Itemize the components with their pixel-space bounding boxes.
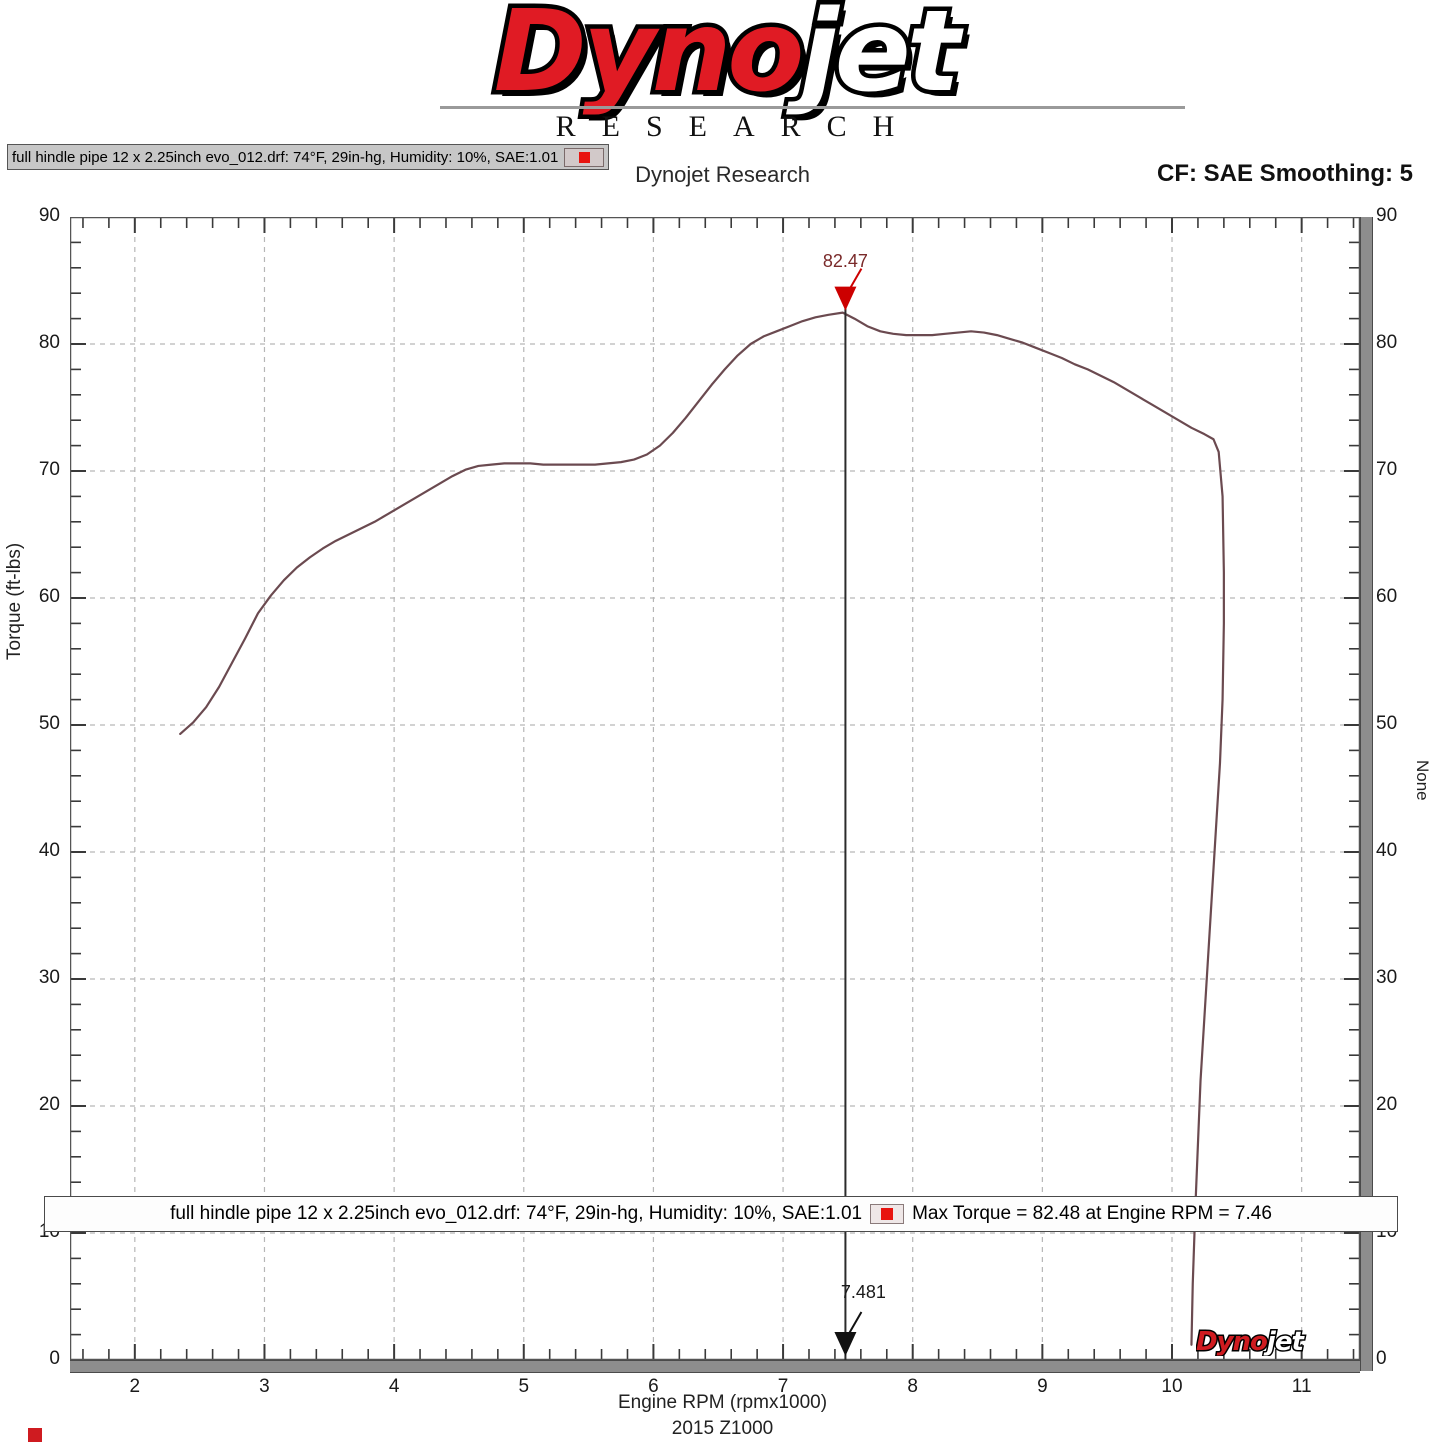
logo-divider bbox=[440, 106, 1185, 109]
y-tick-label-left: 80 bbox=[38, 332, 60, 353]
x-tick-label: 4 bbox=[388, 1376, 400, 1397]
y-tick-label-right: 50 bbox=[1376, 713, 1398, 734]
axis-ticks bbox=[70, 217, 1360, 1360]
y-tick-label-left: 20 bbox=[38, 1094, 60, 1115]
cursor-arrow-tail bbox=[845, 1311, 863, 1339]
cursor-marker-arrow bbox=[834, 1332, 857, 1356]
y-tick-label-right: 60 bbox=[1376, 586, 1398, 607]
logo-jet-text: jet bbox=[796, 0, 965, 117]
watermark-jet-text: jet bbox=[1265, 1328, 1305, 1356]
plot-border bbox=[70, 217, 1360, 1360]
legend-run-label: full hindle pipe 12 x 2.25inch evo_012.d… bbox=[170, 1203, 863, 1224]
x-tick-label: 7 bbox=[777, 1376, 789, 1397]
x-axis-title: Engine RPM (rpmx1000) bbox=[617, 1392, 828, 1413]
y-tick-label-right: 80 bbox=[1376, 332, 1398, 353]
logo-dyno-text: Dyno bbox=[489, 0, 809, 117]
logo-wordmark: Dynojet bbox=[265, 0, 1185, 113]
y-tick-label-left: 90 bbox=[38, 205, 60, 226]
y-tick-label-right: 20 bbox=[1376, 1094, 1398, 1115]
torque-curve bbox=[179, 311, 1225, 1346]
y-tick-label-right: 70 bbox=[1376, 459, 1398, 480]
chart-title: Dynojet Research bbox=[635, 162, 810, 187]
x-tick-label: 6 bbox=[648, 1376, 659, 1397]
x-tick-label: 8 bbox=[907, 1376, 918, 1397]
y-tick-label-right: 90 bbox=[1376, 205, 1398, 226]
x-tick-label: 11 bbox=[1291, 1376, 1312, 1397]
y-tick-label-left: 30 bbox=[38, 967, 60, 988]
grid-major bbox=[70, 217, 1360, 1360]
x-tick-label: 3 bbox=[259, 1376, 270, 1397]
chart-subtitle: 2015 Z1000 bbox=[671, 1418, 774, 1439]
y-tick-label-left: 50 bbox=[38, 713, 60, 734]
x-tick-label: 5 bbox=[518, 1376, 530, 1397]
y-tick-label-right: 0 bbox=[1376, 1348, 1387, 1369]
legend-color-swatch[interactable] bbox=[870, 1204, 905, 1224]
y-tick-label-left: 0 bbox=[49, 1348, 60, 1369]
y-tick-label-left: 60 bbox=[38, 586, 60, 607]
legend-max-torque-label: Max Torque = 82.48 at Engine RPM = 7.46 bbox=[912, 1203, 1272, 1224]
y-tick-label-left: 70 bbox=[38, 459, 60, 480]
corner-color-mark bbox=[28, 1428, 42, 1442]
x-axis-bar bbox=[70, 1360, 1360, 1373]
x-tick-label: 2 bbox=[129, 1376, 141, 1397]
x-tick-label: 10 bbox=[1161, 1376, 1183, 1397]
legend-color-chip bbox=[881, 1208, 894, 1220]
peak-marker-arrow bbox=[834, 286, 857, 311]
y-tick-label-right: 30 bbox=[1376, 967, 1398, 988]
y-axis-bar-right bbox=[1360, 217, 1373, 1371]
run-color-chip bbox=[579, 152, 591, 163]
cf-smoothing-label: CF: SAE Smoothing: 5 bbox=[1157, 160, 1413, 187]
file-info-text: full hindle pipe 12 x 2.25inch evo_012.d… bbox=[12, 148, 559, 166]
legend-box: full hindle pipe 12 x 2.25inch evo_012.d… bbox=[44, 1196, 1398, 1232]
y-tick-label-left: 40 bbox=[38, 840, 60, 861]
peak-arrow-tail bbox=[845, 268, 863, 296]
logo-research-text: RESEARCH bbox=[555, 110, 921, 143]
run-color-swatch[interactable] bbox=[564, 147, 605, 167]
dynojet-logo: Dynojet RESEARCH bbox=[265, 0, 1185, 144]
cursor-rpm-label: 7.481 bbox=[840, 1282, 886, 1302]
file-info-banner: full hindle pipe 12 x 2.25inch evo_012.d… bbox=[7, 144, 610, 170]
watermark-dyno-text: Dyno bbox=[1196, 1328, 1269, 1356]
torque-chart-svg bbox=[70, 217, 1360, 1360]
dynojet-watermark: Dynojet bbox=[1196, 1328, 1361, 1356]
x-tick-label: 9 bbox=[1037, 1376, 1048, 1397]
peak-value-label: 82.47 bbox=[822, 250, 868, 271]
y-tick-label-right: 40 bbox=[1376, 840, 1398, 861]
plot-area bbox=[70, 217, 1360, 1360]
y-axis-title-right: None bbox=[1413, 760, 1432, 801]
